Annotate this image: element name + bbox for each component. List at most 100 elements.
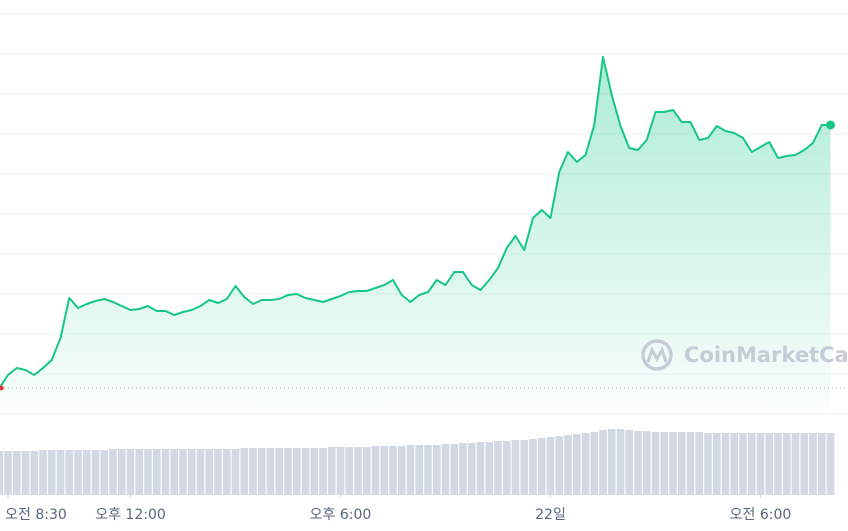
volume-bar [406, 445, 415, 495]
volume-bar [555, 436, 564, 495]
volume-bar [240, 448, 249, 495]
volume-bar [284, 448, 292, 495]
volume-bar [590, 432, 599, 495]
volume-bar [817, 433, 826, 495]
volume-bar [607, 429, 616, 495]
volume-bar [179, 449, 187, 495]
volume-bar [336, 447, 345, 495]
volume-bar [397, 446, 406, 495]
volume-bar [809, 433, 817, 495]
volume-bar [301, 448, 310, 495]
x-tick-label: 오전 6:00 [730, 507, 792, 523]
volume-bar [117, 449, 126, 495]
volume-bar [161, 449, 170, 495]
volume-bar [214, 449, 222, 495]
volume-bar [345, 447, 354, 495]
volume-bar [467, 443, 476, 495]
volume-bar [249, 448, 257, 495]
volume-bar [12, 451, 21, 495]
volume-bar [765, 433, 774, 495]
volume-bar [126, 449, 135, 495]
volume-bar [721, 433, 730, 495]
volume-bar [511, 440, 520, 495]
volume-bar [380, 446, 389, 495]
x-tick-label: 22일 [535, 507, 566, 523]
volume-bar [292, 448, 301, 495]
volume-bar [450, 444, 459, 495]
volume-bar [432, 445, 441, 495]
volume-bar [459, 443, 467, 495]
start-point [0, 385, 4, 391]
volume-bar [739, 433, 747, 495]
volume-bar [82, 450, 91, 495]
volume-bar [415, 445, 424, 495]
volume-bar [354, 447, 362, 495]
volume-bar [581, 433, 590, 495]
watermark: CoinMarketCap [641, 339, 848, 371]
volume-bar [651, 432, 660, 495]
volume-bar [74, 450, 82, 495]
volume-bar [187, 449, 196, 495]
volume-bar [389, 446, 397, 495]
volume-bar [222, 449, 231, 495]
volume-bar [529, 439, 537, 495]
volume-bar [362, 447, 371, 495]
x-tick-label: 오후 12:00 [95, 507, 166, 523]
volume-bar [502, 441, 511, 495]
volume-bar [21, 451, 30, 495]
volume-bar [660, 432, 669, 495]
volume-bar [310, 448, 319, 495]
volume-bar [774, 433, 782, 495]
volume-bar [537, 438, 546, 495]
volume-bar [327, 447, 336, 495]
volume-bar [572, 434, 581, 495]
volume-bar [196, 449, 205, 495]
volume-bar [485, 442, 494, 495]
watermark-text: CoinMarketCap [684, 343, 848, 367]
volume-bar [152, 449, 161, 495]
volume-bar [494, 441, 502, 495]
plot: 오전 8:30 오후 12:00 오후 6:00 22일 오전 6:00 [0, 13, 848, 523]
volume-bar [826, 433, 835, 495]
volume-bar [695, 432, 704, 495]
volume-bar [39, 450, 47, 495]
volume-bar [0, 451, 4, 495]
volume-bar [756, 433, 765, 495]
volume-bar [144, 449, 152, 495]
volume-bar [65, 450, 74, 495]
x-tick-label: 오후 6:00 [310, 507, 372, 523]
volume-bar [424, 445, 432, 495]
volume-bar [625, 430, 634, 495]
volume-bar [520, 440, 529, 495]
volume-bar [319, 448, 327, 495]
volume-bar [669, 432, 677, 495]
volume-bar [100, 450, 109, 495]
volume-bar [441, 444, 450, 495]
volume-bar [782, 433, 791, 495]
volume-bar [257, 448, 266, 495]
volume-bar [634, 431, 642, 495]
volume-bar [30, 451, 39, 495]
volume-bar [135, 449, 144, 495]
volume-bar [686, 432, 695, 495]
volume-bar [476, 442, 485, 495]
volume-bar [205, 449, 214, 495]
volume-bar [704, 433, 712, 495]
price-area [0, 57, 831, 414]
volume-bar [231, 449, 240, 495]
x-tick-label: 오전 8:30 [5, 507, 67, 523]
volume-bar [642, 431, 651, 495]
volume-bar [677, 432, 686, 495]
price-line [0, 56, 831, 389]
volume-bar [47, 450, 56, 495]
volume-bar [4, 451, 12, 495]
volume-bar [712, 433, 721, 495]
volume-bar [791, 433, 800, 495]
volume-bar [546, 437, 555, 495]
volume-bar [91, 450, 100, 495]
volume-bar [800, 433, 809, 495]
volume-bar [730, 433, 739, 495]
volume-bar [616, 429, 625, 495]
volume-bar [56, 450, 65, 495]
